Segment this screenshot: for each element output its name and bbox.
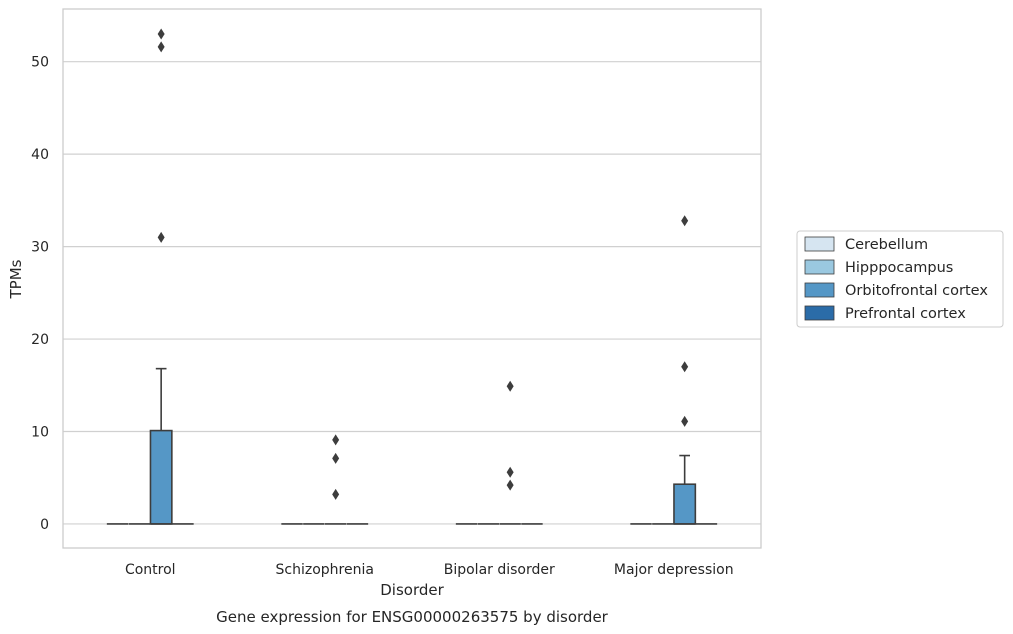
boxplot-series	[106, 28, 718, 525]
legend-label: Cerebellum	[845, 237, 928, 253]
x-tick-label: Bipolar disorder	[444, 562, 555, 578]
legend-swatch	[804, 259, 835, 275]
x-tick-label: Major depression	[614, 562, 734, 578]
y-tick-label: 0	[40, 517, 49, 533]
box-orbitofrontal-cortex	[324, 434, 347, 525]
legend-label: Prefrontal cortex	[845, 306, 966, 322]
legend: Cerebellum Hipppocampus Orbitofrontal cort…	[796, 230, 1004, 328]
outlier-point	[332, 488, 340, 500]
outlier-point	[157, 41, 165, 53]
outlier-point	[157, 231, 165, 243]
chart-title: Gene expression for ENSG00000263575 by d…	[216, 608, 609, 626]
x-tick-label: Schizophrenia	[276, 562, 374, 578]
y-tick-label: 40	[31, 147, 49, 163]
y-axis-title: TPMs	[7, 259, 25, 299]
legend-swatch	[804, 282, 835, 298]
box-body	[673, 483, 697, 525]
x-axis-title: Disorder	[380, 581, 444, 599]
x-axis-ticks: Control Schizophrenia Bipolar disorder Majo…	[125, 562, 734, 578]
y-tick-label: 30	[31, 240, 49, 256]
legend-swatch	[804, 305, 835, 321]
legend-label: Orbitofrontal cortex	[845, 283, 988, 299]
outlier-point	[506, 479, 514, 491]
outlier-point	[332, 452, 340, 464]
box-orbitofrontal-cortex	[499, 380, 521, 525]
box-orbitofrontal-cortex	[149, 28, 173, 525]
outlier-point	[332, 434, 340, 446]
outlier-point	[506, 466, 514, 478]
plot-frame	[62, 8, 762, 549]
x-tick-label: Control	[125, 562, 176, 578]
outlier-point	[681, 415, 689, 427]
box-orbitofrontal-cortex	[673, 215, 697, 525]
outlier-point	[157, 28, 165, 40]
y-tick-label: 50	[31, 55, 49, 71]
legend-frame	[796, 230, 1004, 328]
outlier-point	[681, 215, 689, 227]
outlier-point	[681, 361, 689, 373]
outlier-point	[506, 380, 514, 392]
legend-label: Hipppocampus	[845, 260, 953, 276]
y-tick-label: 10	[31, 425, 49, 441]
legend-swatch	[804, 236, 835, 252]
y-axis-ticks: 0 10 20 30 40 50	[31, 55, 49, 533]
y-tick-label: 20	[31, 332, 49, 348]
box-body	[149, 429, 173, 525]
